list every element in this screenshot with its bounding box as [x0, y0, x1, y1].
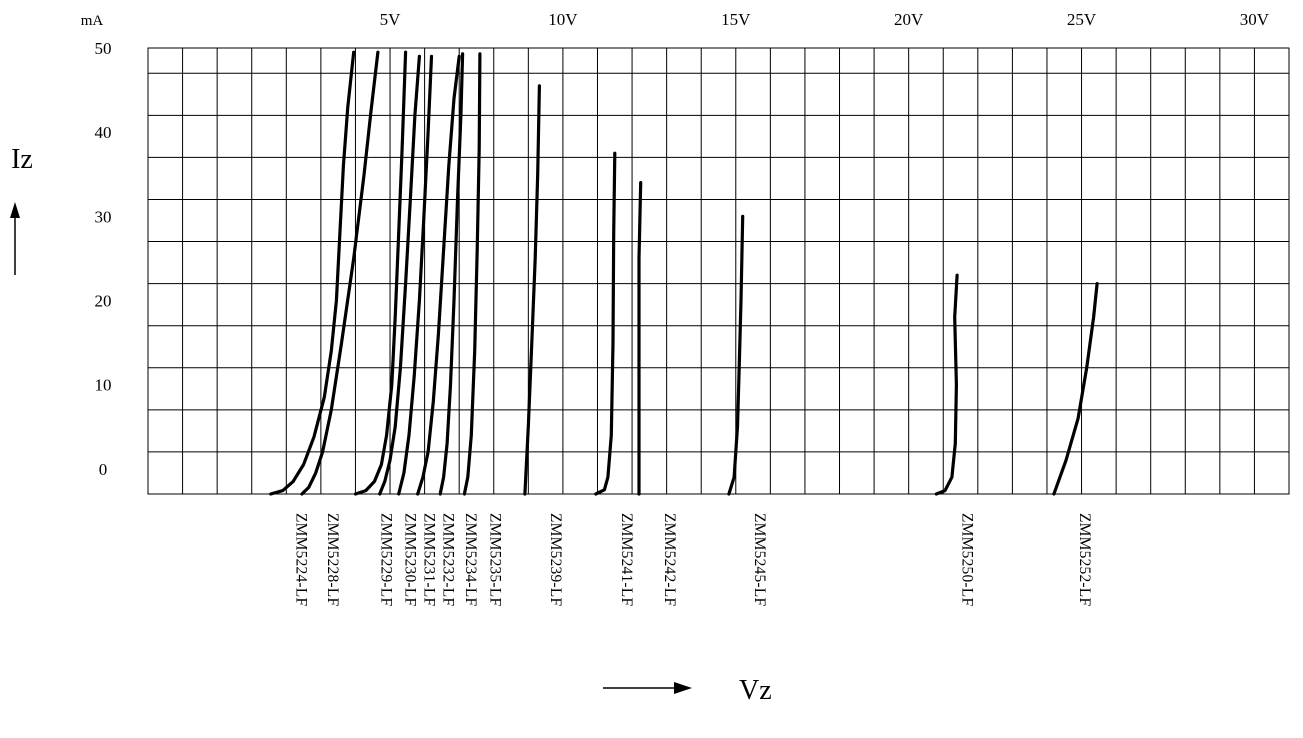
y-tick-label: 40 — [95, 123, 112, 142]
series-curve — [269, 50, 356, 496]
series-curve — [594, 151, 617, 496]
series-curve — [397, 54, 434, 496]
series-label: ZMM5242-LF — [661, 513, 678, 606]
x-tick-label: 15V — [721, 10, 751, 29]
series-label: ZMM5231-LF — [421, 513, 438, 606]
series-curve — [727, 214, 745, 496]
y-tick-label: 10 — [95, 376, 112, 395]
y-tick-label: 20 — [95, 291, 112, 310]
plot-frame — [147, 47, 1290, 495]
series-curve — [416, 54, 461, 496]
series-label: ZMM5250-LF — [958, 513, 975, 606]
series-label: ZMM5230-LF — [402, 513, 419, 606]
x-tick-label: 5V — [380, 10, 402, 29]
series-label: ZMM5229-LF — [377, 513, 394, 606]
series-label: ZMM5252-LF — [1076, 513, 1093, 606]
grid — [148, 48, 1289, 494]
x-tick-label: 10V — [548, 10, 578, 29]
x-tick-label: 25V — [1067, 10, 1097, 29]
series-curve — [934, 273, 959, 496]
tick-labels: 5V 10V 15V 20V 25V 30V 0 10 20 30 40 50 — [95, 10, 1270, 479]
y-tick-label: 0 — [99, 460, 108, 479]
right-arrow-icon — [603, 682, 692, 694]
series-label: ZMM5232-LF — [440, 513, 457, 606]
series-label: ZMM5245-LF — [751, 513, 768, 606]
series-curve — [300, 50, 380, 496]
series-curve — [353, 50, 408, 496]
y-unit-label: mA — [81, 13, 104, 29]
curves — [269, 50, 1099, 496]
y-tick-label: 30 — [95, 207, 112, 226]
series-labels: ZMM5224-LF ZMM5228-LF ZMM5229-LF ZMM5230-LF… — [293, 513, 1093, 606]
x-tick-label: 20V — [894, 10, 924, 29]
x-axis-label: Vz — [739, 675, 772, 706]
series-label: ZMM5235-LF — [486, 513, 503, 606]
series-label: ZMM5241-LF — [618, 513, 635, 606]
series-curve — [462, 52, 482, 496]
series-label: ZMM5228-LF — [324, 513, 341, 606]
series-label: ZMM5224-LF — [293, 513, 310, 606]
up-arrow-icon — [10, 202, 20, 275]
series-label: ZMM5234-LF — [462, 513, 479, 606]
y-tick-label: 50 — [95, 39, 112, 58]
series-curve — [1052, 282, 1099, 496]
series-label: ZMM5239-LF — [547, 513, 564, 606]
series-curve — [438, 52, 465, 496]
series-curve — [637, 181, 643, 496]
series-curve — [523, 84, 541, 496]
series-curve — [378, 54, 421, 496]
y-axis-label: Iz — [11, 144, 33, 175]
x-tick-label: 30V — [1240, 10, 1270, 29]
